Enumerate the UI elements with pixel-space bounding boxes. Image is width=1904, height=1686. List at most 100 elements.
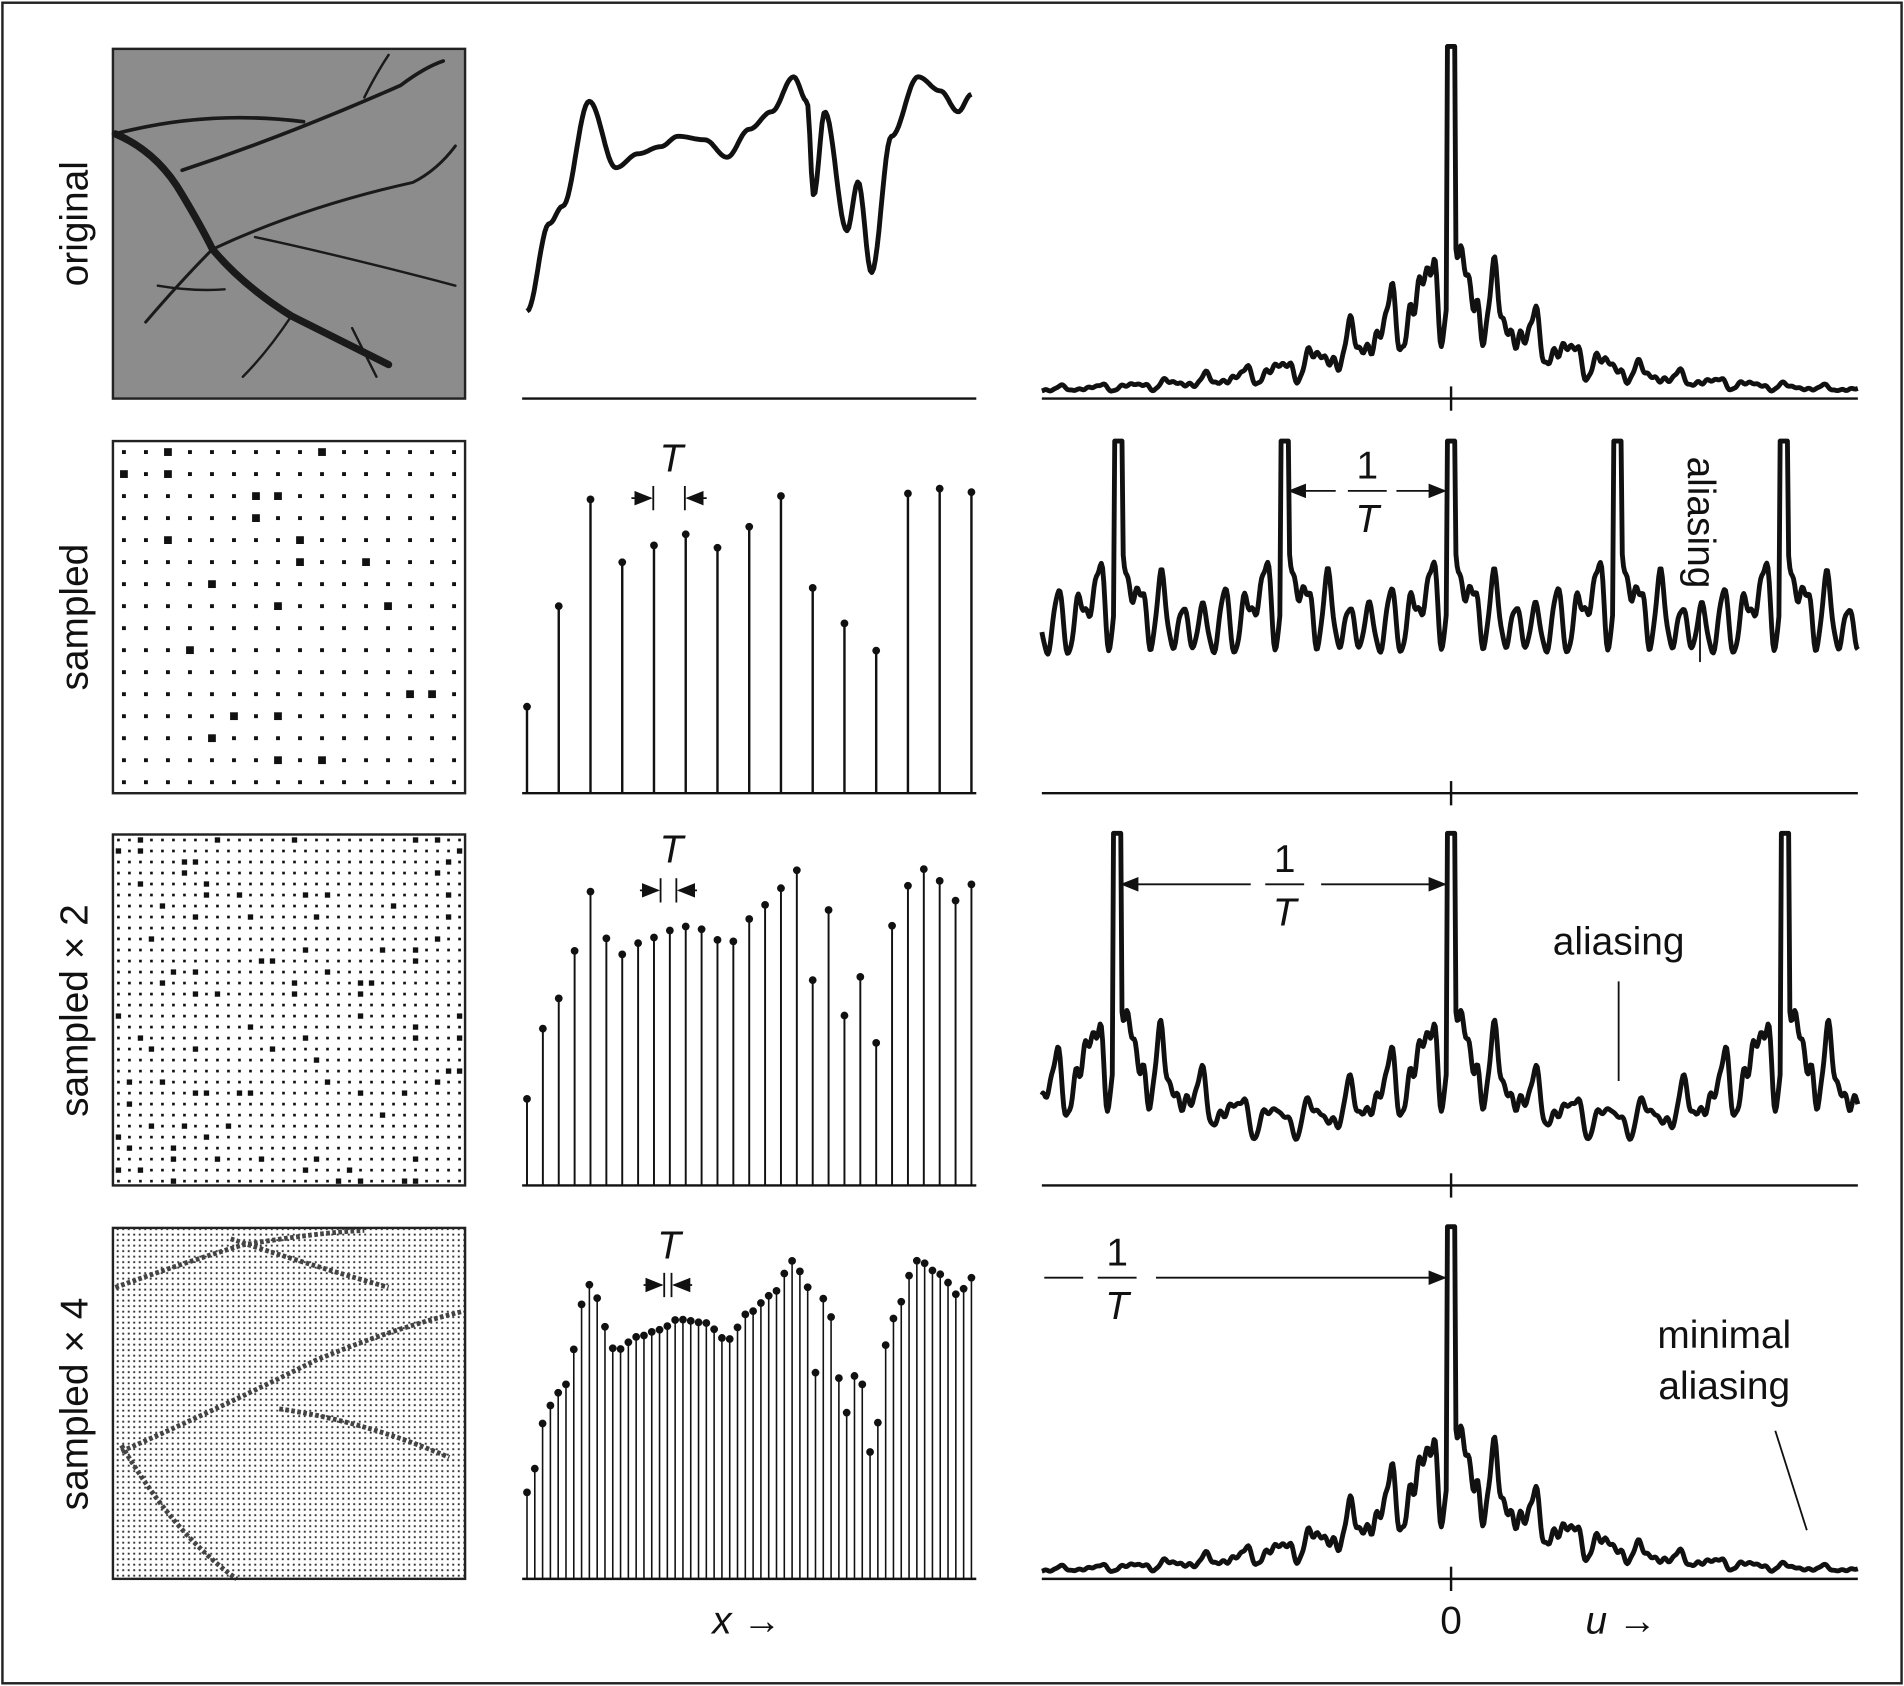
sample-dot [227, 1135, 230, 1139]
sample-dot [128, 970, 131, 974]
sample-dot [430, 670, 435, 675]
sample-dot [166, 494, 170, 499]
sample-dot [436, 1135, 439, 1139]
sample-dot [381, 1135, 384, 1139]
sample-dot [452, 538, 457, 543]
sample-dot [304, 1091, 307, 1095]
sample-dot [298, 450, 302, 455]
sample-dot [447, 1124, 450, 1128]
sample-dot [188, 494, 192, 499]
sample-dot [436, 1069, 439, 1073]
sample-dot [337, 1102, 340, 1106]
sample-dot [271, 838, 274, 842]
sample-dot [348, 1113, 351, 1117]
sample-dot [412, 1024, 419, 1030]
sample-dot [128, 1058, 131, 1062]
sample-dot [227, 1146, 230, 1150]
sample-dot [293, 948, 296, 952]
sample-dot [170, 1156, 177, 1162]
sample-dot [326, 1135, 329, 1139]
sample-dot [425, 1025, 428, 1029]
sample-dot [194, 882, 197, 886]
sample-dot [227, 1102, 230, 1106]
sample-dot [238, 1036, 241, 1040]
sample-dot [161, 915, 164, 919]
sample-dot [161, 1014, 164, 1018]
sample-dot [260, 860, 263, 864]
sample-dot [370, 893, 373, 897]
sample-dot [271, 1102, 274, 1106]
sample-dot [225, 1123, 232, 1129]
sample-dot [593, 1294, 602, 1302]
sample-dot [370, 1146, 373, 1150]
sample-dot [445, 859, 452, 865]
sample-dot [216, 959, 219, 963]
sample-dot [276, 538, 280, 543]
sample-dot [249, 860, 252, 864]
sample-dot [414, 1014, 417, 1018]
sample-dot [408, 736, 412, 741]
sample-dot [414, 1091, 417, 1095]
sample-dot [315, 860, 318, 864]
sample-dot [227, 860, 230, 864]
sample-dot [139, 915, 142, 919]
sample-dot [238, 1025, 241, 1029]
sample-dot [194, 1080, 197, 1084]
sample-dot [315, 1091, 318, 1095]
sample-dot [216, 1080, 219, 1084]
sample-dot [282, 1157, 285, 1161]
sample-dot [425, 1135, 428, 1139]
sample-dot [326, 904, 329, 908]
sample-dot [117, 992, 120, 996]
sample-dot [298, 516, 302, 521]
sample-dot [282, 1179, 285, 1183]
sample-dot [370, 1091, 373, 1095]
frequency-denominator: T [1105, 1285, 1132, 1328]
sample-dot [364, 714, 368, 719]
sample-dot [254, 670, 258, 675]
sample-dot [436, 1025, 439, 1029]
sample-dot [386, 494, 390, 499]
sample-dot [293, 937, 296, 941]
sample-dot [447, 1036, 450, 1040]
sample-dot [293, 1047, 296, 1051]
sample-dot [260, 1036, 263, 1040]
sample-dot [381, 915, 384, 919]
sample-dot [161, 1003, 164, 1007]
sample-dot [348, 1003, 351, 1007]
sample-dot [172, 904, 175, 908]
sample-dot [897, 1297, 906, 1306]
sample-dot [359, 915, 362, 919]
sample-dot [348, 838, 351, 842]
sample-dot [741, 1310, 750, 1319]
sample-dot [315, 838, 318, 842]
sample-dot [148, 936, 155, 942]
sample-dot [381, 1014, 384, 1018]
sample-dot [298, 736, 302, 741]
sample-dot [232, 758, 236, 763]
sample-dot [436, 893, 439, 897]
sample-dot [183, 1036, 186, 1040]
sample-dot [216, 1025, 219, 1029]
sample-dot [210, 516, 214, 521]
sample-dot [414, 1124, 417, 1128]
sample-dot [447, 981, 450, 985]
sample-dot [150, 1058, 153, 1062]
sample-dot [554, 994, 563, 1003]
sample-dot [194, 926, 197, 930]
sample-dot [392, 937, 395, 941]
sample-dot [959, 1284, 968, 1293]
sample-dot [348, 882, 351, 886]
sample-dot [434, 936, 441, 942]
sample-dot [128, 1025, 131, 1029]
sample-dot [282, 860, 285, 864]
sample-dot [425, 1014, 428, 1018]
sample-dot [436, 1124, 439, 1128]
sample-dot [458, 1091, 461, 1095]
sample-dot [172, 882, 175, 886]
sample-dot [194, 1124, 197, 1128]
sample-dot [232, 450, 236, 455]
sample-dot [392, 882, 395, 886]
sample-dot [117, 948, 120, 952]
annotation: minimal [1657, 1314, 1791, 1357]
